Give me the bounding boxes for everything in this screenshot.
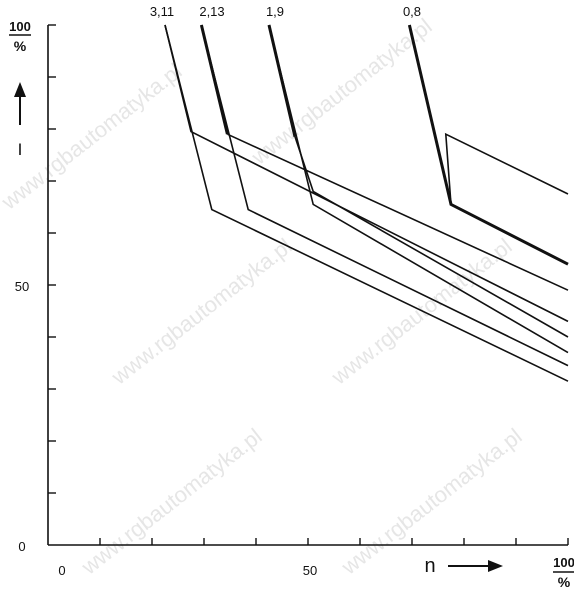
x-tick-label-50: 50 bbox=[303, 563, 317, 578]
y-tick-label-50: 50 bbox=[15, 279, 29, 294]
watermark-text: www.rgbautomatyka.pl bbox=[0, 58, 187, 215]
y-axis-label: I bbox=[18, 140, 23, 159]
watermark-layer: www.rgbautomatyka.pl www.rgbautomatyka.pl… bbox=[0, 13, 527, 580]
x-axis-arrow-icon bbox=[448, 560, 503, 572]
x-unit-label: % bbox=[558, 574, 571, 589]
series-layer bbox=[164, 24, 569, 382]
y-axis-arrow-icon bbox=[14, 82, 26, 125]
y-unit-label: % bbox=[14, 38, 27, 54]
series-line-3-11-1 bbox=[164, 24, 569, 382]
y-tick-label-0: 0 bbox=[18, 539, 25, 554]
curve-label-1-9: 1,9 bbox=[266, 4, 284, 19]
curve-label-0-8: 0,8 bbox=[403, 4, 421, 19]
series-line-1-9-7 bbox=[268, 24, 569, 354]
watermark-text: www.rgbautomatyka.pl bbox=[326, 233, 517, 390]
series-line-2-13-3 bbox=[227, 133, 569, 291]
x-axis-label: n bbox=[424, 555, 435, 577]
axes bbox=[47, 24, 569, 546]
x-tick-label-100: 100 bbox=[553, 555, 574, 570]
y-tick-label-100: 100 bbox=[9, 19, 31, 34]
series-line-2-13-4 bbox=[200, 24, 569, 367]
curve-label-2-13: 2,13 bbox=[199, 4, 224, 19]
series-line-0-8-9 bbox=[444, 132, 569, 205]
curve-label-3-11: 3,11 bbox=[150, 4, 174, 19]
watermark-text: www.rgbautomatyka.pl bbox=[106, 233, 297, 390]
watermark-text: www.rgbautomatyka.pl bbox=[246, 13, 437, 170]
x-tick-label-0: 0 bbox=[58, 563, 65, 578]
watermark-text: www.rgbautomatyka.pl bbox=[76, 423, 267, 580]
